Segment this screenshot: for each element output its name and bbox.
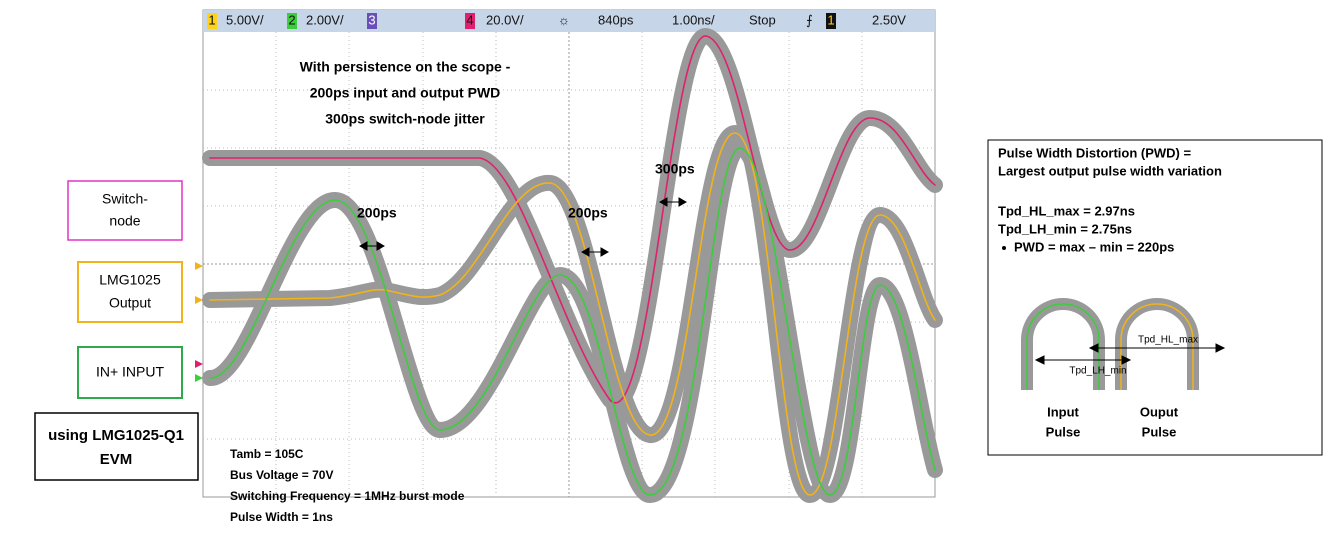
- run-state: Stop: [749, 12, 776, 27]
- pwd-line: Tpd_LH_min = 2.75ns: [998, 221, 1132, 236]
- marker-label: 200ps: [357, 205, 397, 221]
- condition: Switching Frequency = 1MHz burst mode: [230, 489, 465, 503]
- trigger-level: 2.50V: [872, 12, 906, 27]
- ch4-num: 4: [466, 12, 473, 27]
- timebase: 1.00ns/: [672, 12, 715, 27]
- delay: 840ps: [598, 12, 634, 27]
- hl-label: Tpd_HL_max: [1138, 335, 1198, 346]
- input-pulse-label: Pulse: [1046, 424, 1081, 439]
- pwd-line: Tpd_HL_max = 2.97ns: [998, 203, 1135, 218]
- note: With persistence on the scope -: [300, 59, 511, 75]
- output-pulse-label: Pulse: [1142, 424, 1177, 439]
- condition: Tamb = 105C: [230, 447, 304, 461]
- condition: Pulse Width = 1ns: [230, 510, 333, 524]
- output-label: Output: [109, 295, 151, 311]
- input-pulse-label: Input: [1047, 404, 1079, 419]
- note: 200ps input and output PWD: [310, 85, 501, 101]
- marker-label: 300ps: [655, 161, 695, 177]
- trigger-source: 1: [827, 12, 834, 27]
- marker-label: 200ps: [568, 205, 608, 221]
- switch-node-label: Switch-: [102, 191, 148, 207]
- ch4-scale: 20.0V/: [486, 12, 524, 27]
- switch-node-label: node: [109, 213, 140, 229]
- pwd-bullet: PWD = max – min = 220ps: [1014, 239, 1174, 254]
- condition: Bus Voltage = 70V: [230, 468, 333, 482]
- page: 1 5.00V/ 2 2.00V/ 3 4 20.0V/ ☼ 840ps 1.0…: [0, 0, 1323, 529]
- ch3-num: 3: [368, 12, 375, 27]
- evm-label: EVM: [100, 451, 133, 468]
- pwd-title: Pulse Width Distortion (PWD) =: [998, 145, 1191, 160]
- trigger-edge-icon: ⨍: [806, 12, 813, 27]
- output-pulse-label: Ouput: [1140, 404, 1179, 419]
- ch2-scale: 2.00V/: [306, 12, 344, 27]
- intensity-icon: ☼: [558, 12, 570, 27]
- input-label: IN+ INPUT: [96, 364, 165, 380]
- lh-label: Tpd_LH_min: [1069, 366, 1126, 377]
- evm-box: [35, 413, 198, 480]
- note: 300ps switch-node jitter: [325, 111, 485, 127]
- ch2-num: 2: [288, 12, 295, 27]
- output-label: LMG1025: [99, 272, 161, 288]
- bullet: [1002, 246, 1006, 250]
- ch1-scale: 5.00V/: [226, 12, 264, 27]
- evm-label: using LMG1025-Q1: [48, 427, 184, 444]
- pwd-title: Largest output pulse width variation: [998, 163, 1222, 178]
- ch1-num: 1: [208, 12, 215, 27]
